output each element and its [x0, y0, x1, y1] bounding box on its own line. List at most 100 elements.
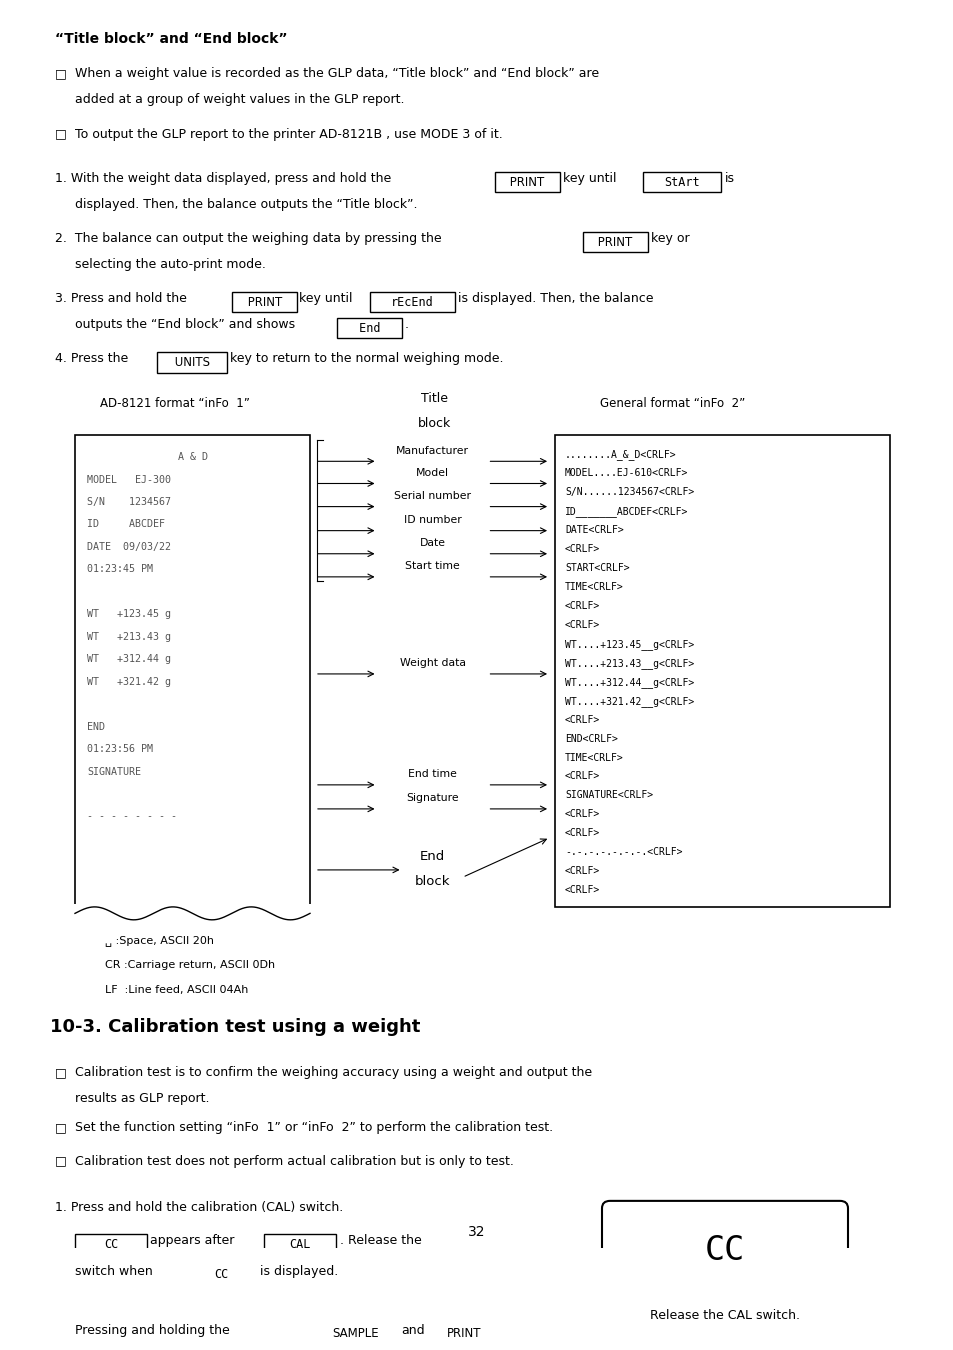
Text: END<CRLF>: END<CRLF> [564, 733, 618, 744]
Text: ID number: ID number [403, 516, 461, 525]
Text: End time: End time [408, 769, 456, 779]
FancyBboxPatch shape [432, 1324, 497, 1345]
Text: PRINT: PRINT [243, 296, 285, 309]
Text: <CRLF>: <CRLF> [564, 829, 599, 838]
Text: and: and [400, 1324, 424, 1336]
FancyBboxPatch shape [555, 436, 889, 907]
Text: <CRLF>: <CRLF> [564, 544, 599, 554]
Text: END: END [87, 722, 105, 732]
Text: 2.  The balance can output the weighing data by pressing the: 2. The balance can output the weighing d… [55, 232, 441, 246]
Text: PRINT: PRINT [506, 176, 548, 189]
Text: □: □ [55, 1066, 67, 1079]
Text: WT   +312.44 g: WT +312.44 g [87, 655, 171, 664]
Text: CR :Carriage return, ASCII 0Dh: CR :Carriage return, ASCII 0Dh [105, 960, 274, 969]
Text: .: . [405, 319, 409, 331]
Text: ID     ABCDEF: ID ABCDEF [87, 520, 165, 529]
Text: WT....+321.42__g<CRLF>: WT....+321.42__g<CRLF> [564, 695, 694, 706]
Text: StArt: StArt [663, 176, 700, 189]
FancyBboxPatch shape [582, 232, 647, 252]
Text: UNITS: UNITS [171, 356, 213, 369]
Text: key until: key until [298, 292, 352, 305]
Text: Date: Date [419, 539, 445, 548]
Text: CC: CC [104, 1238, 118, 1251]
Text: START<CRLF>: START<CRLF> [564, 563, 629, 572]
Text: outputs the “End block” and shows: outputs the “End block” and shows [75, 319, 294, 331]
Text: rEcEnd: rEcEnd [391, 296, 434, 309]
Text: Calibration test does not perform actual calibration but is only to test.: Calibration test does not perform actual… [75, 1154, 514, 1168]
Text: 1. Press and hold the calibration (CAL) switch.: 1. Press and hold the calibration (CAL) … [55, 1202, 343, 1214]
Text: MODEL....EJ-610<CRLF>: MODEL....EJ-610<CRLF> [564, 468, 688, 478]
FancyBboxPatch shape [75, 436, 310, 907]
Text: TIME<CRLF>: TIME<CRLF> [564, 582, 623, 591]
Text: PRINT: PRINT [447, 1327, 481, 1341]
Text: is displayed.: is displayed. [260, 1265, 338, 1277]
Text: □: □ [55, 1122, 67, 1134]
FancyBboxPatch shape [370, 292, 455, 312]
FancyBboxPatch shape [75, 1234, 147, 1254]
Text: S/N......1234567<CRLF>: S/N......1234567<CRLF> [564, 487, 694, 497]
Text: Manufacturer: Manufacturer [395, 446, 469, 456]
Text: Start time: Start time [405, 562, 459, 571]
Text: AD-8121 format “inFo  1”: AD-8121 format “inFo 1” [100, 397, 250, 409]
Text: TIME<CRLF>: TIME<CRLF> [564, 752, 623, 763]
Text: WT   +213.43 g: WT +213.43 g [87, 632, 171, 641]
Text: DATE  09/03/22: DATE 09/03/22 [87, 541, 171, 552]
Text: CC: CC [704, 1234, 744, 1268]
Text: key until: key until [562, 171, 616, 185]
Text: key to return to the normal weighing mode.: key to return to the normal weighing mod… [230, 352, 503, 366]
Text: Serial number: Serial number [394, 491, 471, 501]
Text: 01:23:45 PM: 01:23:45 PM [87, 564, 152, 574]
Text: <CRLF>: <CRLF> [564, 714, 599, 725]
Text: Pressing and holding the: Pressing and holding the [75, 1324, 230, 1336]
Text: added at a group of weight values in the GLP report.: added at a group of weight values in the… [75, 93, 404, 107]
FancyBboxPatch shape [185, 1265, 256, 1285]
Text: General format “inFo  2”: General format “inFo 2” [599, 397, 744, 409]
FancyBboxPatch shape [232, 292, 296, 312]
Text: WT   +123.45 g: WT +123.45 g [87, 609, 171, 620]
Text: SIGNATURE<CRLF>: SIGNATURE<CRLF> [564, 790, 653, 801]
FancyBboxPatch shape [157, 352, 227, 373]
Text: To output the GLP report to the printer AD-8121B , use MODE 3 of it.: To output the GLP report to the printer … [75, 128, 502, 140]
FancyBboxPatch shape [336, 319, 401, 339]
Text: SIGNATURE: SIGNATURE [87, 767, 141, 776]
Text: MODEL   EJ-300: MODEL EJ-300 [87, 474, 171, 485]
Text: □: □ [55, 1154, 67, 1168]
Text: <CRLF>: <CRLF> [564, 810, 599, 819]
Text: Set the function setting “inFo  1” or “inFo  2” to perform the calibration test.: Set the function setting “inFo 1” or “in… [75, 1122, 553, 1134]
Text: Calibration test is to confirm the weighing accuracy using a weight and output t: Calibration test is to confirm the weigh… [75, 1066, 592, 1079]
Text: WT   +321.42 g: WT +321.42 g [87, 676, 171, 687]
Text: WT....+123.45__g<CRLF>: WT....+123.45__g<CRLF> [564, 639, 694, 649]
Text: key or: key or [650, 232, 689, 246]
Text: Weight data: Weight data [399, 659, 465, 668]
Text: results as GLP report.: results as GLP report. [75, 1092, 210, 1104]
Text: WT....+213.43__g<CRLF>: WT....+213.43__g<CRLF> [564, 657, 694, 668]
Text: 4. Press the: 4. Press the [55, 352, 128, 366]
Text: switch when: switch when [75, 1265, 152, 1277]
Text: PRINT: PRINT [594, 236, 636, 248]
Text: ␣ :Space, ASCII 20h: ␣ :Space, ASCII 20h [105, 934, 213, 945]
Text: appears after: appears after [150, 1234, 234, 1247]
Text: is displayed. Then, the balance: is displayed. Then, the balance [457, 292, 653, 305]
Text: 01:23:56 PM: 01:23:56 PM [87, 744, 152, 755]
Text: <CRLF>: <CRLF> [564, 867, 599, 876]
Text: - - - - - - - -: - - - - - - - - [87, 811, 177, 822]
Text: <CRLF>: <CRLF> [564, 601, 599, 612]
FancyBboxPatch shape [73, 904, 312, 927]
Text: LF  :Line feed, ASCII 04Ah: LF :Line feed, ASCII 04Ah [105, 984, 248, 995]
Text: -.-.-.-.-.-.-.<CRLF>: -.-.-.-.-.-.-.<CRLF> [564, 848, 681, 857]
Text: End: End [419, 849, 445, 863]
Text: <CRLF>: <CRLF> [564, 771, 599, 782]
FancyBboxPatch shape [55, 1307, 575, 1350]
Text: SAMPLE: SAMPLE [332, 1327, 378, 1341]
Text: Model: Model [416, 468, 449, 478]
Text: ID_______ABCDEF<CRLF>: ID_______ABCDEF<CRLF> [564, 506, 688, 517]
Text: A & D: A & D [177, 452, 208, 462]
Text: CC: CC [213, 1269, 228, 1281]
Text: S/N    1234567: S/N 1234567 [87, 497, 171, 508]
Text: block: block [418, 417, 451, 429]
FancyBboxPatch shape [313, 1324, 397, 1345]
Text: Signature: Signature [406, 794, 458, 803]
Text: 1. With the weight data displayed, press and hold the: 1. With the weight data displayed, press… [55, 171, 391, 185]
Text: CAL: CAL [289, 1238, 311, 1251]
FancyBboxPatch shape [495, 171, 559, 192]
